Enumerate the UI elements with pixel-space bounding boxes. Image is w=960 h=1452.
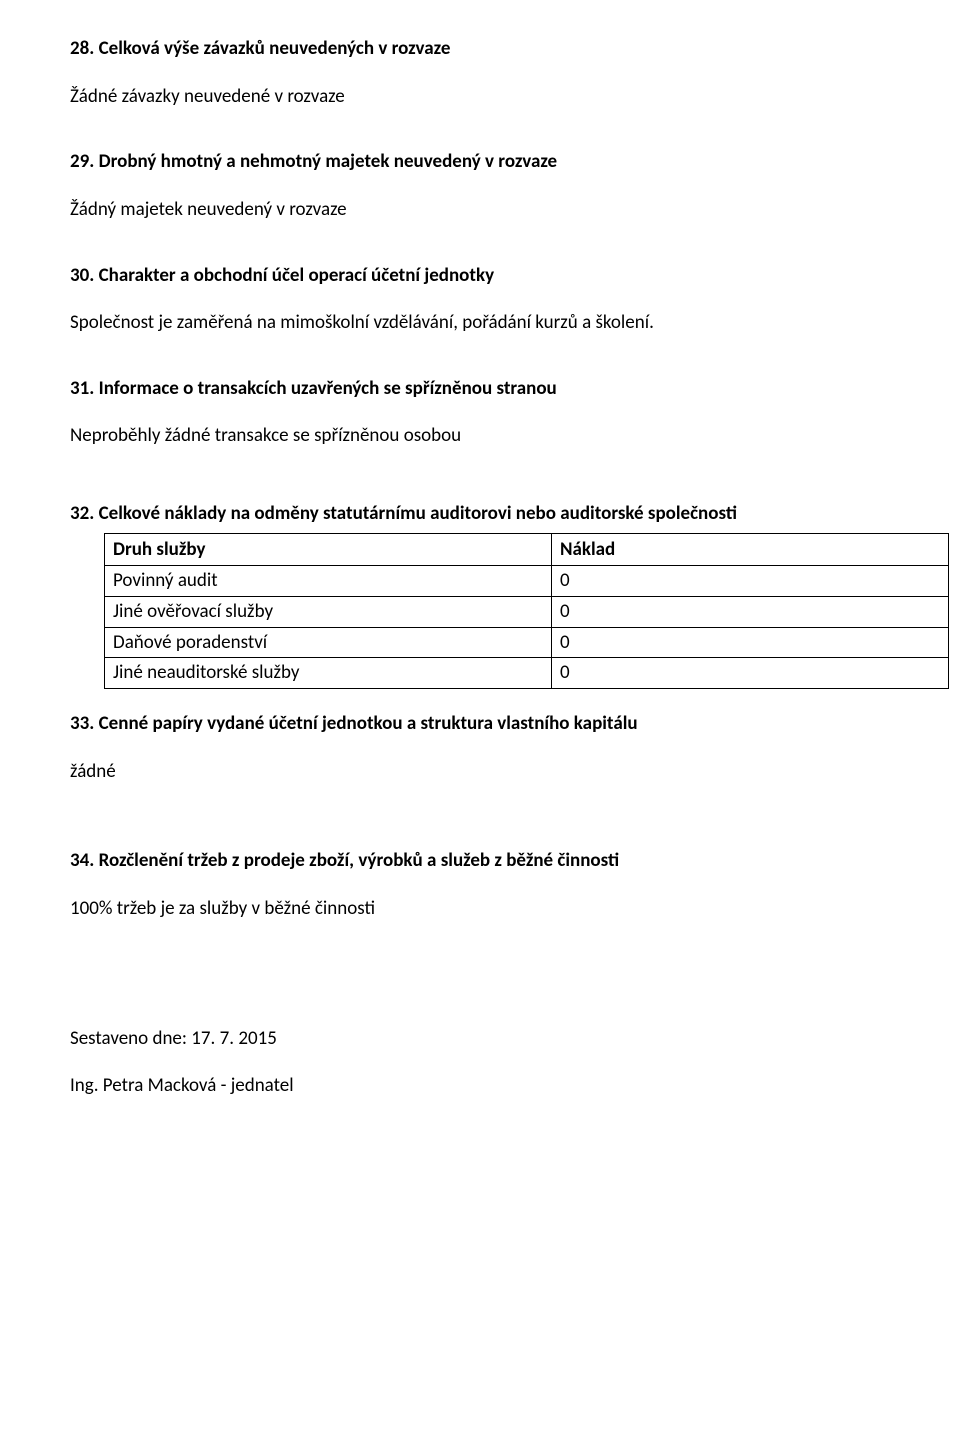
heading-33: 33. Cenné papíry vydané účetní jednotkou… (70, 711, 960, 737)
heading-28: 28. Celková výše závazků neuvedených v r… (70, 36, 960, 62)
body-33: žádné (70, 759, 960, 785)
table-row: Jiné ověřovací služby 0 (105, 597, 949, 628)
table-32: Druh služby Náklad Povinný audit 0 Jiné … (104, 533, 949, 689)
heading-31: 31. Informace o transakcích uzavřených s… (70, 376, 960, 402)
footer-signer: Ing. Petra Macková - jednatel (70, 1073, 960, 1099)
table-cell-value: 0 (552, 597, 949, 628)
table-col1-header: Druh služby (105, 533, 552, 566)
table-cell-label: Povinný audit (105, 566, 552, 597)
footer-date: Sestaveno dne: 17. 7. 2015 (70, 1026, 960, 1052)
heading-29: 29. Drobný hmotný a nehmotný majetek neu… (70, 149, 960, 175)
table-col2-header: Náklad (552, 533, 949, 566)
table-cell-value: 0 (552, 658, 949, 689)
body-34: 100% tržeb je za služby v běžné činnosti (70, 896, 960, 922)
body-31: Neproběhly žádné transakce se spřízněnou… (70, 423, 960, 449)
table-header-row: Druh služby Náklad (105, 533, 949, 566)
table-row: Jiné neauditorské služby 0 (105, 658, 949, 689)
body-29: Žádný majetek neuvedený v rozvaze (70, 197, 960, 223)
table-row: Povinný audit 0 (105, 566, 949, 597)
table-cell-value: 0 (552, 627, 949, 658)
heading-34: 34. Rozčlenění tržeb z prodeje zboží, vý… (70, 848, 960, 874)
heading-32: 32. Celkové náklady na odměny statutární… (70, 501, 960, 527)
heading-30: 30. Charakter a obchodní účel operací úč… (70, 263, 960, 289)
table-cell-label: Jiné neauditorské služby (105, 658, 552, 689)
table-cell-value: 0 (552, 566, 949, 597)
body-30: Společnost je zaměřená na mimoškolní vzd… (70, 310, 960, 336)
body-28: Žádné závazky neuvedené v rozvaze (70, 84, 960, 110)
table-cell-label: Daňové poradenství (105, 627, 552, 658)
table-cell-label: Jiné ověřovací služby (105, 597, 552, 628)
table-row: Daňové poradenství 0 (105, 627, 949, 658)
